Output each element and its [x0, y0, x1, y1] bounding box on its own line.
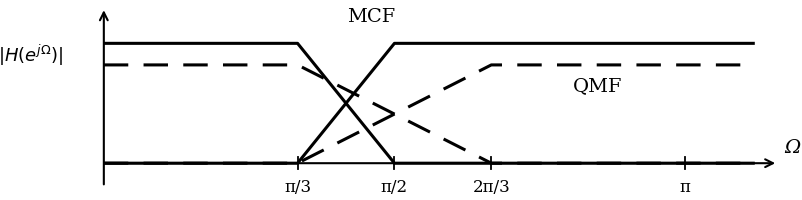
Text: Ω: Ω	[784, 139, 800, 157]
Text: π/3: π/3	[284, 179, 311, 196]
Text: MCF: MCF	[347, 8, 395, 26]
Text: QMF: QMF	[573, 77, 622, 95]
Text: π/2: π/2	[381, 179, 408, 196]
Text: 2π/3: 2π/3	[472, 179, 510, 196]
Text: $|H(e^{j\Omega})|$: $|H(e^{j\Omega})|$	[0, 43, 63, 68]
Text: π: π	[679, 179, 691, 196]
